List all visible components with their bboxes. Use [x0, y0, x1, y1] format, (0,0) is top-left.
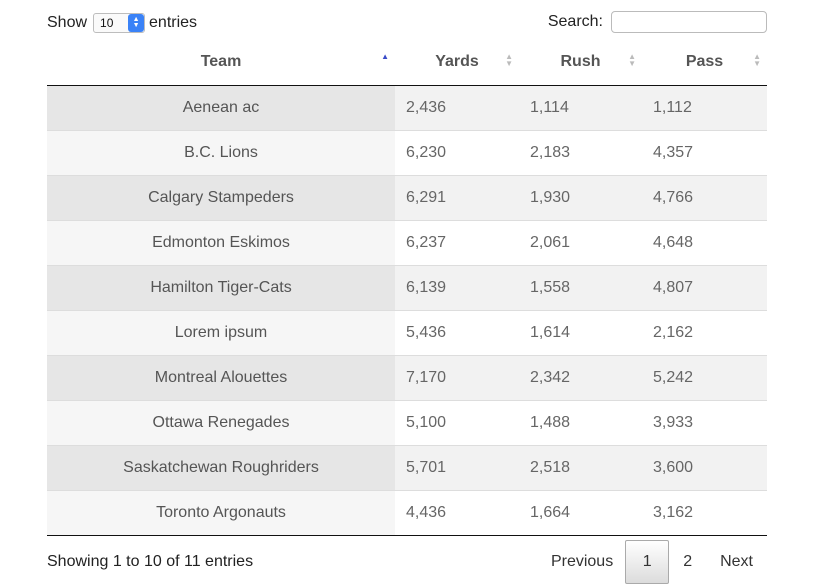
- search-input[interactable]: [611, 11, 767, 33]
- select-updown-icon: ▲ ▼: [128, 14, 145, 32]
- page-button-1[interactable]: 1: [625, 540, 670, 584]
- pagination: Previous 1 2 Next: [537, 540, 767, 584]
- cell-rush: 2,342: [519, 355, 642, 401]
- table-header-row: Team ▲ Yards ▲ ▼ Rush ▲ ▼ Pass ▲ ▼: [47, 39, 767, 86]
- cell-yards: 6,230: [395, 130, 519, 176]
- sort-both-icon: ▲ ▼: [505, 52, 513, 68]
- cell-yards: 4,436: [395, 490, 519, 536]
- cell-rush: 1,488: [519, 400, 642, 446]
- cell-rush: 2,061: [519, 220, 642, 266]
- column-header-team[interactable]: Team ▲: [47, 39, 395, 86]
- search-label: Search:: [547, 13, 603, 30]
- table-row[interactable]: Lorem ipsum 5,436 1,614 2,162: [47, 310, 767, 356]
- column-header-pass[interactable]: Pass ▲ ▼: [642, 39, 767, 86]
- column-header-label: Rush: [560, 52, 601, 70]
- table-row[interactable]: Ottawa Renegades 5,100 1,488 3,933: [47, 400, 767, 446]
- cell-pass: 3,162: [642, 490, 767, 536]
- cell-team: B.C. Lions: [47, 130, 395, 176]
- cell-pass: 5,242: [642, 355, 767, 401]
- column-header-label: Team: [200, 52, 242, 70]
- column-header-label: Yards: [435, 52, 479, 70]
- entries-length-control: Show 10 ▲ ▼ entries: [47, 13, 197, 33]
- cell-yards: 6,237: [395, 220, 519, 266]
- previous-button[interactable]: Previous: [550, 553, 614, 570]
- table-row[interactable]: Calgary Stampeders 6,291 1,930 4,766: [47, 175, 767, 221]
- cell-pass: 1,112: [642, 85, 767, 131]
- teams-table: Team ▲ Yards ▲ ▼ Rush ▲ ▼ Pass ▲ ▼ Aenean a…: [47, 39, 767, 536]
- table-row[interactable]: Toronto Argonauts 4,436 1,664 3,162: [47, 490, 767, 536]
- cell-pass: 3,600: [642, 445, 767, 491]
- column-header-rush[interactable]: Rush ▲ ▼: [519, 39, 642, 86]
- cell-yards: 5,436: [395, 310, 519, 356]
- entries-label: entries: [149, 14, 198, 31]
- cell-rush: 1,114: [519, 85, 642, 131]
- sort-both-icon: ▲ ▼: [753, 52, 761, 68]
- table-controls: Show 10 ▲ ▼ entries Search:: [47, 11, 767, 37]
- cell-pass: 3,933: [642, 400, 767, 446]
- cell-yards: 2,436: [395, 85, 519, 131]
- cell-team: Edmonton Eskimos: [47, 220, 395, 266]
- table-row[interactable]: Aenean ac 2,436 1,114 1,112: [47, 85, 767, 131]
- cell-team: Calgary Stampeders: [47, 175, 395, 221]
- cell-team: Aenean ac: [47, 85, 395, 131]
- table-row[interactable]: B.C. Lions 6,230 2,183 4,357: [47, 130, 767, 176]
- entries-select-value: 10: [100, 16, 114, 30]
- cell-team: Montreal Alouettes: [47, 355, 395, 401]
- cell-pass: 4,648: [642, 220, 767, 266]
- cell-team: Lorem ipsum: [47, 310, 395, 356]
- search-control: Search:: [548, 11, 767, 33]
- cell-yards: 5,701: [395, 445, 519, 491]
- table-info: Showing 1 to 10 of 11 entries: [47, 553, 254, 570]
- column-header-yards[interactable]: Yards ▲ ▼: [395, 39, 519, 86]
- table-row[interactable]: Hamilton Tiger-Cats 6,139 1,558 4,807: [47, 265, 767, 311]
- cell-pass: 2,162: [642, 310, 767, 356]
- cell-rush: 1,930: [519, 175, 642, 221]
- table-row[interactable]: Saskatchewan Roughriders 5,701 2,518 3,6…: [47, 445, 767, 491]
- entries-select[interactable]: 10 ▲ ▼: [93, 13, 146, 33]
- sort-both-icon: ▲ ▼: [628, 52, 636, 68]
- cell-team: Saskatchewan Roughriders: [47, 445, 395, 491]
- cell-rush: 1,614: [519, 310, 642, 356]
- cell-pass: 4,357: [642, 130, 767, 176]
- cell-rush: 1,558: [519, 265, 642, 311]
- cell-yards: 7,170: [395, 355, 519, 401]
- table-row[interactable]: Montreal Alouettes 7,170 2,342 5,242: [47, 355, 767, 401]
- cell-pass: 4,807: [642, 265, 767, 311]
- page-button-2[interactable]: 2: [683, 553, 693, 570]
- cell-rush: 2,518: [519, 445, 642, 491]
- cell-pass: 4,766: [642, 175, 767, 221]
- table-row[interactable]: Edmonton Eskimos 6,237 2,061 4,648: [47, 220, 767, 266]
- cell-team: Ottawa Renegades: [47, 400, 395, 446]
- cell-rush: 2,183: [519, 130, 642, 176]
- cell-yards: 5,100: [395, 400, 519, 446]
- cell-yards: 6,291: [395, 175, 519, 221]
- cell-team: Toronto Argonauts: [47, 490, 395, 536]
- show-label: Show: [47, 14, 88, 31]
- cell-team: Hamilton Tiger-Cats: [47, 265, 395, 311]
- column-header-label: Pass: [685, 52, 724, 70]
- cell-yards: 6,139: [395, 265, 519, 311]
- cell-rush: 1,664: [519, 490, 642, 536]
- sort-ascending-icon: ▲: [381, 52, 389, 61]
- next-button[interactable]: Next: [720, 553, 753, 570]
